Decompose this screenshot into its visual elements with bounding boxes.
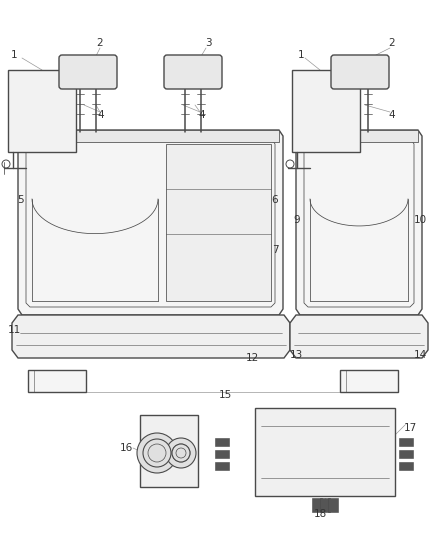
Text: 2: 2	[97, 38, 103, 48]
Text: 6: 6	[272, 195, 278, 205]
Polygon shape	[22, 130, 279, 142]
FancyBboxPatch shape	[59, 55, 117, 89]
Circle shape	[172, 444, 190, 462]
Text: 7: 7	[272, 245, 278, 255]
Text: 1: 1	[298, 50, 304, 60]
Text: 3: 3	[205, 38, 211, 48]
Polygon shape	[312, 498, 322, 512]
Polygon shape	[296, 130, 422, 315]
Polygon shape	[255, 408, 395, 496]
Polygon shape	[166, 144, 271, 301]
Polygon shape	[399, 450, 413, 458]
Text: 5: 5	[17, 195, 23, 205]
Text: 4: 4	[98, 110, 104, 120]
Polygon shape	[12, 315, 290, 358]
Polygon shape	[351, 132, 359, 140]
Polygon shape	[179, 132, 187, 140]
Text: 18: 18	[313, 509, 327, 519]
Text: 14: 14	[413, 350, 427, 360]
Text: 13: 13	[290, 350, 303, 360]
Text: 1: 1	[11, 50, 18, 60]
Text: 10: 10	[413, 215, 427, 225]
Text: 11: 11	[7, 325, 21, 335]
Polygon shape	[194, 132, 202, 140]
FancyBboxPatch shape	[331, 55, 389, 89]
Circle shape	[143, 439, 171, 467]
Polygon shape	[328, 498, 338, 512]
Polygon shape	[28, 370, 86, 392]
Text: 4: 4	[199, 110, 205, 120]
Text: 2: 2	[389, 38, 396, 48]
Polygon shape	[76, 132, 84, 140]
Circle shape	[166, 438, 196, 468]
Text: 12: 12	[245, 353, 258, 363]
Text: 16: 16	[120, 443, 133, 453]
Polygon shape	[140, 415, 198, 487]
Polygon shape	[290, 315, 428, 358]
Polygon shape	[399, 462, 413, 470]
Polygon shape	[18, 130, 283, 315]
Text: 4: 4	[389, 110, 396, 120]
Text: 17: 17	[403, 423, 417, 433]
Polygon shape	[340, 370, 398, 392]
Polygon shape	[320, 498, 330, 512]
Polygon shape	[215, 462, 229, 470]
Polygon shape	[91, 132, 99, 140]
Polygon shape	[215, 450, 229, 458]
Polygon shape	[215, 438, 229, 446]
Text: 9: 9	[294, 215, 300, 225]
Polygon shape	[300, 130, 418, 142]
Polygon shape	[399, 438, 413, 446]
Text: 15: 15	[219, 390, 232, 400]
Polygon shape	[336, 132, 344, 140]
Polygon shape	[8, 70, 76, 152]
Polygon shape	[292, 70, 360, 152]
FancyBboxPatch shape	[164, 55, 222, 89]
Circle shape	[137, 433, 177, 473]
